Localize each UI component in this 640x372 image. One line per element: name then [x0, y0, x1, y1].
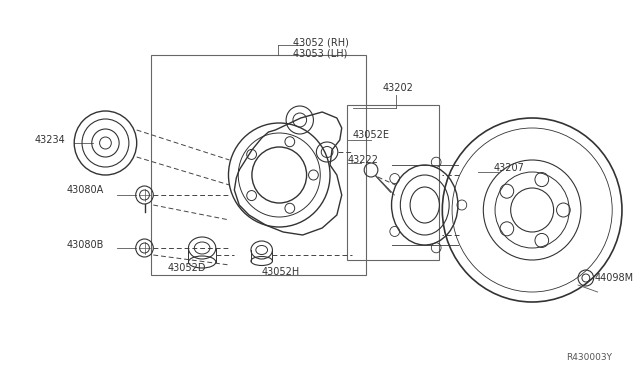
- Text: 43052H: 43052H: [262, 267, 300, 277]
- Text: 43202: 43202: [383, 83, 413, 93]
- Text: 43234: 43234: [34, 135, 65, 145]
- Text: 43080B: 43080B: [67, 240, 104, 250]
- Bar: [347, 105, 440, 260]
- Text: 43052 (RH): 43052 (RH): [293, 37, 349, 47]
- Text: 43207: 43207: [493, 163, 524, 173]
- Polygon shape: [234, 112, 342, 235]
- Text: R430003Y: R430003Y: [566, 353, 612, 362]
- Text: 43222: 43222: [348, 155, 379, 165]
- Text: 43052D: 43052D: [168, 263, 207, 273]
- Text: 43052E: 43052E: [353, 130, 390, 140]
- Text: 43080A: 43080A: [67, 185, 104, 195]
- Text: 44098M: 44098M: [595, 273, 634, 283]
- Bar: [151, 55, 366, 275]
- Text: 43053 (LH): 43053 (LH): [293, 48, 348, 58]
